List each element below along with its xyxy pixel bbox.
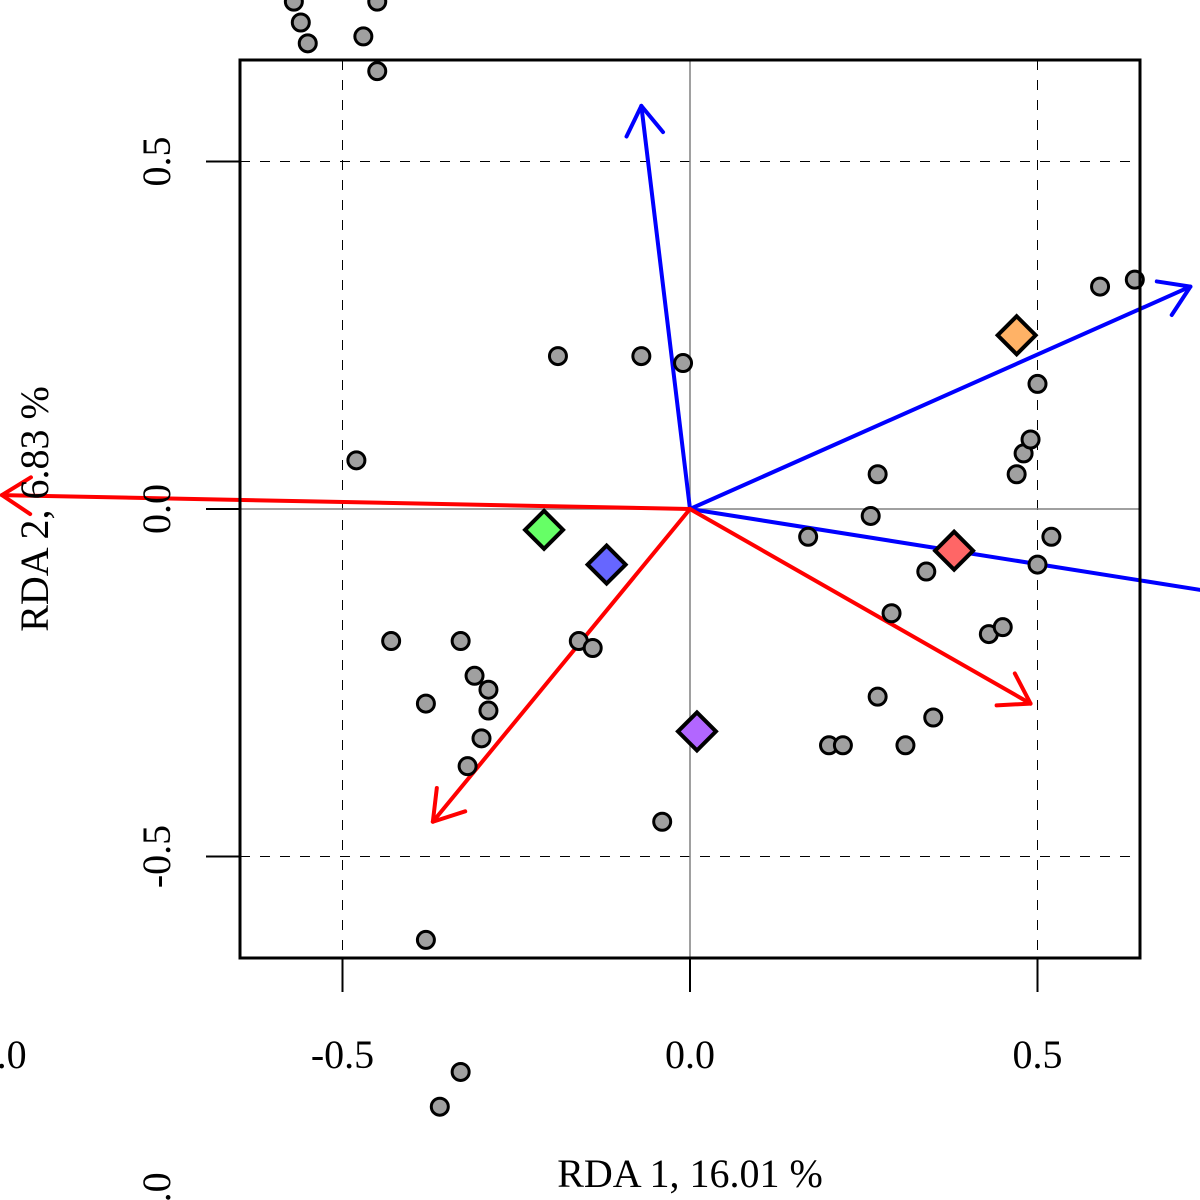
point-layer xyxy=(283,0,1145,1117)
centroid-layer xyxy=(522,313,1039,754)
site-point xyxy=(450,1061,471,1082)
x-tick-label: -1.0 xyxy=(0,1032,27,1077)
group-centroid xyxy=(932,528,976,573)
arrow-shaft xyxy=(688,507,1033,706)
arrow-head xyxy=(624,103,666,139)
arrow-head xyxy=(0,475,33,517)
site-point xyxy=(464,665,485,686)
y-axis-ticks: -1.0-0.50.00.51.0 xyxy=(134,137,240,1200)
site-point xyxy=(631,346,652,367)
y-axis-title: RDA 2, 6.83 % xyxy=(12,386,57,632)
site-point xyxy=(798,526,819,547)
arrow-shaft xyxy=(0,493,692,511)
site-point xyxy=(1006,464,1027,485)
site-point xyxy=(478,700,499,721)
site-point xyxy=(450,631,471,652)
group-centroid xyxy=(675,709,719,754)
biplot-arrow xyxy=(688,279,1193,511)
arrow-layer xyxy=(0,103,1200,824)
site-point xyxy=(652,811,673,832)
x-axis-ticks: -1.0-0.50.00.51.0 xyxy=(0,958,1063,1077)
site-point xyxy=(381,631,402,652)
site-point xyxy=(1027,554,1048,575)
site-point xyxy=(582,638,603,658)
site-point xyxy=(297,33,318,54)
site-point xyxy=(415,693,436,714)
site-point xyxy=(415,929,436,950)
site-point xyxy=(860,505,881,526)
site-point xyxy=(881,603,902,624)
arrow-head xyxy=(994,671,1033,708)
arrow-shaft xyxy=(688,284,1193,511)
site-point xyxy=(916,561,937,582)
site-point xyxy=(457,756,478,777)
site-point xyxy=(367,61,388,82)
y-tick-label: -1.0 xyxy=(134,1172,179,1200)
arrow-shaft xyxy=(688,507,1200,592)
biplot-arrow xyxy=(688,507,1200,592)
group-centroid xyxy=(522,508,566,552)
x-axis-title: RDA 1, 16.01 % xyxy=(557,1151,823,1196)
biplot-arrow xyxy=(688,507,1033,708)
site-point xyxy=(547,346,568,367)
site-point xyxy=(1027,373,1048,394)
site-point xyxy=(673,353,694,374)
site-point xyxy=(1090,276,1111,297)
y-tick-label: -0.5 xyxy=(134,825,179,888)
site-point xyxy=(1041,526,1062,547)
x-tick-label: -0.5 xyxy=(311,1032,374,1077)
biplot-arrow xyxy=(0,475,692,517)
site-point xyxy=(992,617,1013,638)
site-point xyxy=(923,707,944,728)
site-point xyxy=(867,464,888,485)
biplot-arrow xyxy=(624,103,692,511)
site-point xyxy=(867,686,888,707)
site-point xyxy=(895,735,916,756)
site-point xyxy=(478,679,499,700)
arrow-head xyxy=(1154,279,1193,318)
site-point xyxy=(367,0,388,12)
group-centroid xyxy=(584,542,629,587)
site-point xyxy=(832,735,853,756)
site-point xyxy=(1020,429,1041,450)
arrow-head xyxy=(430,785,468,824)
x-tick-label: 0.0 xyxy=(665,1032,715,1077)
site-point xyxy=(346,450,367,471)
site-point xyxy=(471,728,492,749)
x-tick-label: 0.5 xyxy=(1013,1032,1063,1077)
site-point xyxy=(429,1096,450,1117)
y-tick-label: 0.0 xyxy=(134,484,179,534)
group-centroid xyxy=(994,313,1039,358)
y-tick-label: 0.5 xyxy=(134,137,179,187)
site-point xyxy=(283,0,304,12)
arrow-shaft xyxy=(639,103,692,511)
site-point xyxy=(290,12,311,33)
site-point xyxy=(353,26,374,47)
